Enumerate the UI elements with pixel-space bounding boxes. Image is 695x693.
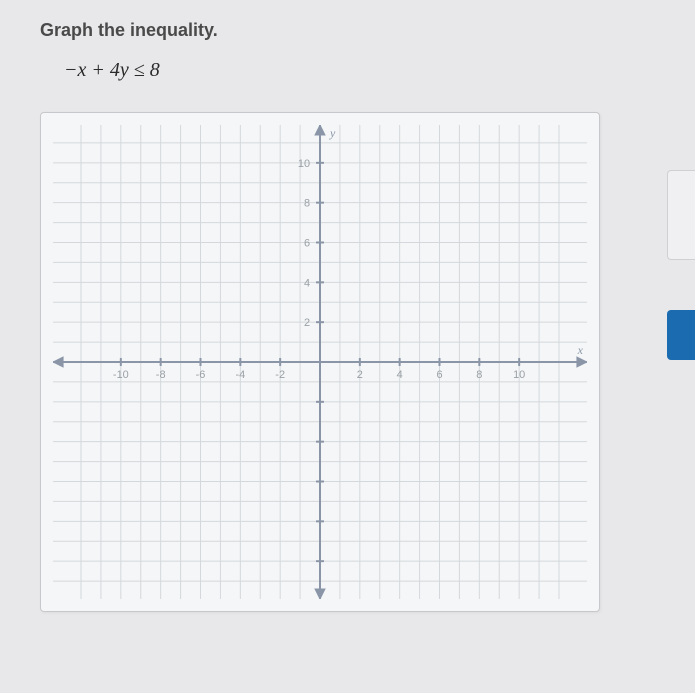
svg-text:2: 2 (304, 317, 310, 329)
svg-text:4: 4 (397, 369, 403, 381)
svg-text:8: 8 (304, 198, 310, 210)
coordinate-grid[interactable]: 10 8 6 4 2 -10 -8 -6 -4 -2 2 4 6 8 10 y x (53, 125, 587, 599)
side-tool-button[interactable] (667, 310, 695, 360)
side-tool-panel[interactable] (667, 170, 695, 260)
svg-text:-6: -6 (196, 369, 206, 381)
svg-text:y: y (329, 126, 336, 140)
svg-text:-8: -8 (156, 369, 166, 381)
svg-text:-2: -2 (275, 369, 285, 381)
svg-text:6: 6 (304, 237, 310, 249)
svg-text:6: 6 (436, 369, 442, 381)
svg-text:4: 4 (304, 277, 310, 289)
svg-text:-10: -10 (113, 369, 129, 381)
inequality-expression: −x + 4y ≤ 8 (64, 59, 655, 82)
svg-text:8: 8 (476, 369, 482, 381)
prompt-text: Graph the inequality. (40, 20, 655, 41)
svg-text:10: 10 (298, 158, 310, 170)
svg-text:2: 2 (357, 369, 363, 381)
svg-text:10: 10 (513, 369, 525, 381)
svg-text:x: x (577, 343, 584, 357)
graph-panel: 10 8 6 4 2 -10 -8 -6 -4 -2 2 4 6 8 10 y x (40, 112, 600, 612)
svg-text:-4: -4 (235, 369, 245, 381)
